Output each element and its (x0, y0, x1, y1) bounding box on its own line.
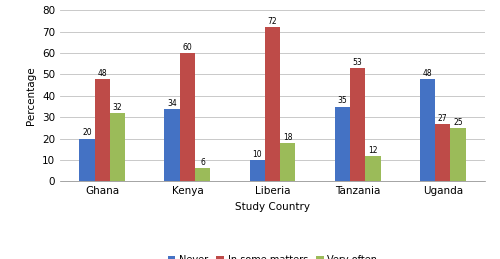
Bar (265, 27, 280, 181)
Bar (350, 68, 366, 181)
Bar (435, 124, 450, 181)
Text: 34: 34 (167, 99, 177, 107)
Text: 10: 10 (252, 150, 262, 159)
Text: 72: 72 (268, 17, 278, 26)
Bar (250, 160, 265, 181)
Bar (195, 168, 210, 181)
Y-axis label: Percentage: Percentage (26, 67, 36, 125)
Bar (164, 109, 180, 181)
Bar (80, 139, 94, 181)
Bar (366, 156, 380, 181)
Text: 6: 6 (200, 159, 205, 167)
Text: 27: 27 (438, 113, 448, 123)
Bar (420, 79, 435, 181)
Text: 53: 53 (352, 58, 362, 67)
Text: 35: 35 (338, 96, 347, 105)
Text: 12: 12 (368, 146, 378, 155)
Text: 20: 20 (82, 128, 92, 138)
X-axis label: Study Country: Study Country (235, 202, 310, 212)
Bar (94, 79, 110, 181)
Bar (110, 113, 126, 181)
Bar (334, 106, 350, 181)
Text: 48: 48 (98, 69, 107, 78)
Bar (180, 53, 195, 181)
Text: 60: 60 (182, 43, 192, 52)
Text: 18: 18 (283, 133, 292, 142)
Legend: Never, In some matters, Very often: Never, In some matters, Very often (164, 251, 382, 259)
Text: 48: 48 (422, 69, 432, 78)
Text: 32: 32 (113, 103, 122, 112)
Bar (450, 128, 466, 181)
Text: 25: 25 (453, 118, 463, 127)
Bar (280, 143, 295, 181)
